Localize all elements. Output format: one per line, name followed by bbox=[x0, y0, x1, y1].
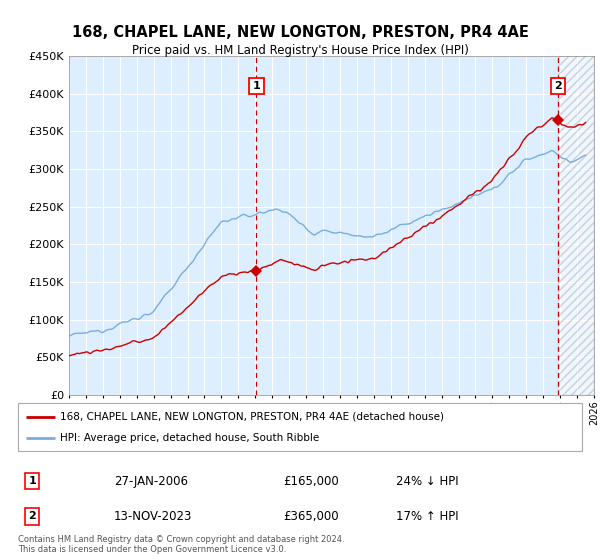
Text: 1: 1 bbox=[28, 477, 36, 486]
Text: 13-NOV-2023: 13-NOV-2023 bbox=[114, 510, 192, 523]
Text: 27-JAN-2006: 27-JAN-2006 bbox=[114, 475, 188, 488]
FancyBboxPatch shape bbox=[18, 403, 582, 451]
Text: 2: 2 bbox=[554, 81, 562, 91]
Text: 168, CHAPEL LANE, NEW LONGTON, PRESTON, PR4 4AE (detached house): 168, CHAPEL LANE, NEW LONGTON, PRESTON, … bbox=[60, 412, 444, 422]
Bar bbox=[558, 56, 594, 395]
Text: 1: 1 bbox=[253, 81, 260, 91]
Text: 17% ↑ HPI: 17% ↑ HPI bbox=[396, 510, 458, 523]
Bar bbox=[558, 56, 594, 395]
Text: Price paid vs. HM Land Registry's House Price Index (HPI): Price paid vs. HM Land Registry's House … bbox=[131, 44, 469, 57]
Text: 24% ↓ HPI: 24% ↓ HPI bbox=[396, 475, 458, 488]
Text: HPI: Average price, detached house, South Ribble: HPI: Average price, detached house, Sout… bbox=[60, 433, 320, 444]
Text: £165,000: £165,000 bbox=[283, 475, 339, 488]
Text: 2: 2 bbox=[28, 511, 36, 521]
Text: Contains HM Land Registry data © Crown copyright and database right 2024.
This d: Contains HM Land Registry data © Crown c… bbox=[18, 535, 344, 554]
Text: £365,000: £365,000 bbox=[283, 510, 339, 523]
Text: 168, CHAPEL LANE, NEW LONGTON, PRESTON, PR4 4AE: 168, CHAPEL LANE, NEW LONGTON, PRESTON, … bbox=[71, 25, 529, 40]
